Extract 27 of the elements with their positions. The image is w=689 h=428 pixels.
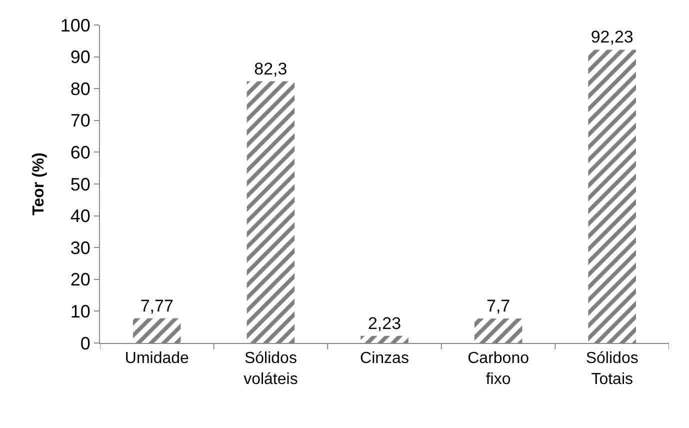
bar xyxy=(133,318,181,343)
y-axis-title: Teor (%) xyxy=(30,152,48,216)
y-tick-label: 40 xyxy=(70,206,90,226)
data-label: 2,23 xyxy=(368,314,402,333)
y-tick-label: 90 xyxy=(70,47,90,68)
bar xyxy=(360,336,408,343)
x-tick-label: Sólidos voláteis xyxy=(244,350,298,388)
y-tick-label: 10 xyxy=(70,302,90,322)
y-tick-label: 60 xyxy=(70,142,90,162)
x-tick-label: Sólidos Totais xyxy=(586,350,638,388)
y-tick-label: 20 xyxy=(70,270,90,290)
x-tick-label: Carbono fixo xyxy=(468,350,530,388)
y-tick-label: 70 xyxy=(70,110,90,131)
data-label: 82,3 xyxy=(254,59,288,78)
data-label: 7,7 xyxy=(486,296,510,316)
y-tick-label: 30 xyxy=(70,238,90,258)
x-tick-label: Cinzas xyxy=(360,350,409,368)
data-label: 7,77 xyxy=(140,296,174,316)
y-tick-label: 100 xyxy=(60,15,90,36)
y-tick-label: 80 xyxy=(70,78,90,99)
bar xyxy=(246,81,295,343)
x-tick-label: Umidade xyxy=(124,350,190,368)
bar xyxy=(474,318,522,343)
data-label: 92,23 xyxy=(590,28,634,47)
y-tick-label: 50 xyxy=(70,174,90,194)
bar xyxy=(588,50,636,343)
y-tick-label: 0 xyxy=(80,333,90,354)
